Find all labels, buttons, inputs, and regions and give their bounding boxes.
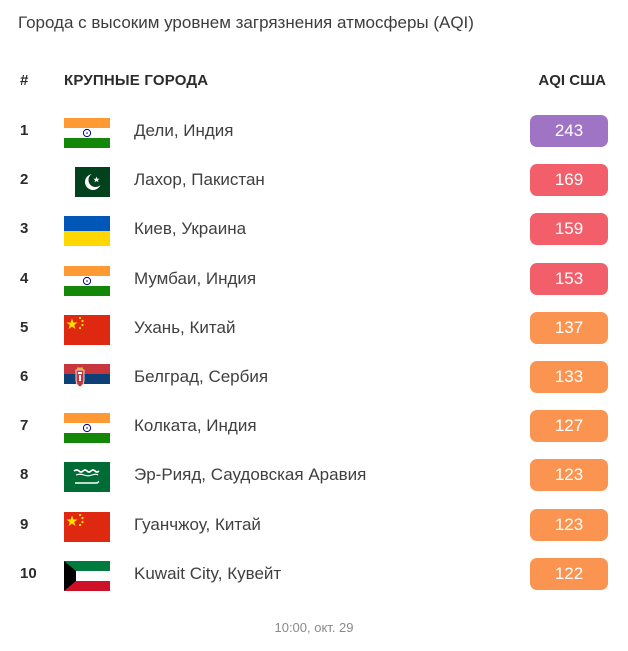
city-name[interactable]: Белград, Сербия (134, 366, 269, 386)
table-row[interactable]: 6 Белград, Сербия 133 (0, 360, 628, 409)
india-flag-icon (64, 265, 110, 296)
saudi-arabia-flag-icon (64, 462, 110, 493)
table-header: # КРУПНЫЕ ГОРОДА AQI США (0, 72, 628, 92)
city-name[interactable]: Дели, Индия (134, 121, 234, 140)
rank-number: 6 (20, 367, 29, 385)
table-row[interactable]: 9 Гуанчжоу, Китай 123 (0, 508, 628, 557)
city-name[interactable]: Мумбаи, Индия (134, 268, 257, 288)
rank-number: 1 (20, 122, 29, 139)
table-row[interactable]: 2 Лахор, Пакистан 169 (0, 163, 628, 212)
china-flag-icon (64, 511, 110, 542)
pakistan-flag-icon (64, 167, 110, 198)
city-name[interactable]: Киев, Украина (134, 219, 247, 239)
aqi-badge: 122 (530, 557, 608, 590)
aqi-badge: 153 (530, 262, 608, 295)
table-row[interactable]: 5 Ухань, Китай 137 (0, 311, 628, 360)
aqi-badge: 123 (530, 459, 608, 492)
city-column-header: КРУПНЫЕ ГОРОДА (64, 72, 209, 89)
aqi-column-header: AQI США (538, 72, 606, 89)
city-ranking-list: 1 Дели, Индия 243 2 Лахор, Пакистан 1 6 9 … (0, 114, 628, 606)
rank-number: 7 (20, 417, 29, 435)
rank-number: 3 (20, 220, 29, 238)
rank-number: 10 (20, 564, 37, 582)
rank-number: 5 (20, 318, 29, 336)
city-name[interactable]: Гуанчжоу, Китай (134, 514, 261, 534)
rank-column-header: # (20, 72, 29, 89)
aqi-badge: 137 (530, 311, 608, 344)
aqi-badge: 159 (530, 213, 608, 246)
aqi-badge: 133 (530, 360, 608, 393)
city-name[interactable]: Колката, Индия (134, 416, 257, 436)
india-flag-icon (64, 413, 110, 444)
table-row[interactable]: 10 Kuwait City, Кувейт 122 (0, 557, 628, 606)
city-name[interactable]: Эр-Рияд, Саудовская Аравия (134, 465, 367, 485)
ukraine-flag-icon (64, 216, 110, 247)
table-row[interactable]: 7 Колката, Индия 127 (0, 409, 628, 458)
rank-number: 8 (20, 466, 29, 484)
aqi-badge: 127 (530, 410, 608, 443)
aqi-badge: 169 (530, 164, 608, 197)
rank-number: 9 (20, 515, 29, 533)
table-row[interactable]: 3 Киев, Украина 159 (0, 212, 628, 261)
india-flag-icon (64, 118, 110, 148)
kuwait-flag-icon (64, 560, 110, 591)
table-row[interactable]: 8 Эр-Рияд, Саудовская Аравия 123 (0, 458, 628, 507)
city-name[interactable]: Kuwait City, Кувейт (134, 563, 282, 583)
aqi-badge: 243 (530, 115, 608, 147)
update-timestamp: 10:00, окт. 29 (274, 620, 354, 635)
table-row[interactable]: 4 Мумбаи, Индия 153 (0, 262, 628, 311)
serbia-flag-icon (64, 363, 110, 394)
city-name[interactable]: Лахор, Пакистан (134, 170, 265, 190)
rank-number: 2 (20, 171, 29, 189)
page-title: Города с высоким уровнем загрязнения атм… (18, 13, 474, 32)
table-row[interactable]: 1 Дели, Индия 243 (0, 114, 628, 163)
aqi-badge: 123 (530, 508, 608, 541)
rank-number: 4 (20, 269, 29, 287)
china-flag-icon (64, 314, 110, 345)
city-name[interactable]: Ухань, Китай (134, 317, 236, 337)
